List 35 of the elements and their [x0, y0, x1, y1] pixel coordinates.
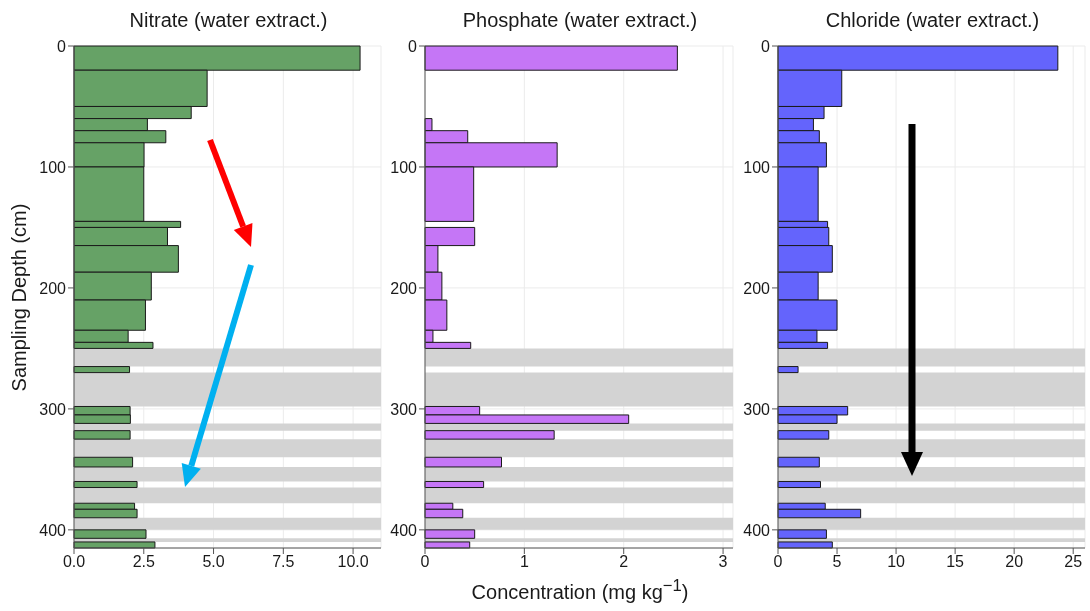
y-tick-label: 100 [743, 158, 771, 176]
x-tick-label: 10 [887, 553, 906, 571]
x-tick-label: 0 [420, 553, 430, 571]
x-tick-label: 2 [619, 553, 629, 571]
y-tick-label: 400 [743, 521, 771, 539]
y-tick-label: 400 [390, 521, 418, 539]
y-tick-label: 300 [390, 400, 418, 418]
x-tick-label: 20 [1005, 553, 1024, 571]
y-tick-label: 0 [761, 37, 771, 55]
chart-title: Chloride (water extract.) [824, 8, 1041, 33]
x-tick-label: 5 [832, 553, 842, 571]
y-axis-title: Sampling Depth (cm) [8, 203, 32, 391]
y-tick-label: 300 [743, 400, 771, 418]
chart-title: Phosphate (water extract.) [461, 8, 699, 33]
y-tick-label: 0 [408, 37, 418, 55]
x-tick-label: 0 [773, 553, 783, 571]
x-tick-label: 25 [1064, 553, 1083, 571]
x-tick-label: 3 [718, 553, 728, 571]
x-tick-label: 15 [946, 553, 965, 571]
x-tick-label: 10.0 [337, 553, 369, 571]
y-tick-label: 0 [57, 37, 67, 55]
x-tick-label: 5.0 [202, 553, 225, 571]
y-tick-label: 200 [743, 279, 771, 297]
chart-title: Nitrate (water extract.) [128, 8, 329, 33]
x-tick-label: 7.5 [272, 553, 295, 571]
y-tick-label: 400 [39, 521, 67, 539]
y-tick-label: 100 [390, 158, 418, 176]
y-tick-label: 100 [39, 158, 67, 176]
x-tick-label: 1 [519, 553, 529, 571]
y-tick-label: 200 [390, 279, 418, 297]
y-tick-label: 300 [39, 400, 67, 418]
y-tick-label: 200 [39, 279, 67, 297]
x-axis-title: Concentration (mg kg$^{−1}$) [470, 576, 690, 604]
x-tick-label: 0.0 [62, 553, 86, 571]
x-tick-label: 2.5 [132, 553, 155, 571]
